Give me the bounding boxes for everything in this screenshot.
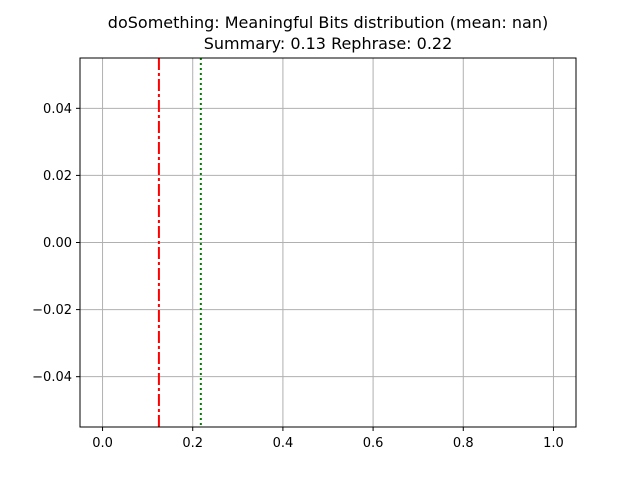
x-tick-label: 1.0 (543, 436, 564, 451)
y-tick-label: −0.04 (32, 370, 72, 385)
plot-frame (79, 57, 577, 428)
y-tick-label: 0.02 (43, 169, 72, 184)
y-tick-label: 0.00 (43, 236, 72, 251)
x-tick-label: 0.8 (453, 436, 474, 451)
chart-subtitle: Summary: 0.13 Rephrase: 0.22 (204, 34, 453, 53)
x-tick-label: 0.6 (363, 436, 384, 451)
x-tick-label: 0.4 (273, 436, 294, 451)
axis-ticks: 0.0 0.2 0.4 0.6 0.8 1.0 0.04 0.02 0.00 −0.02 −0.04 (32, 102, 564, 451)
x-tick-label: 0.2 (182, 436, 203, 451)
grid (80, 58, 576, 427)
y-tick-label: 0.04 (43, 102, 72, 117)
x-tick-label: 0.0 (92, 436, 113, 451)
reference-lines (157, 58, 202, 427)
chart-title: doSomething: Meaningful Bits distributio… (108, 13, 548, 32)
y-tick-label: −0.02 (32, 303, 72, 318)
